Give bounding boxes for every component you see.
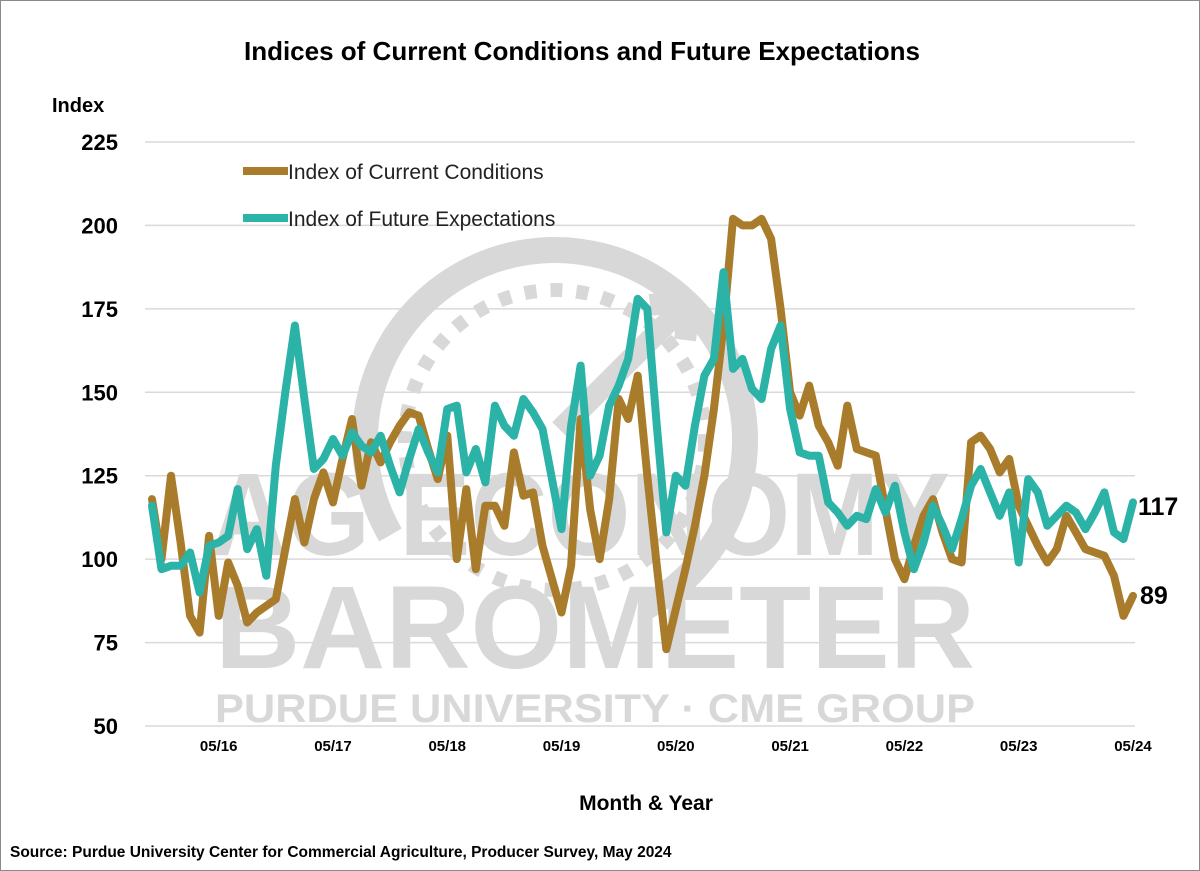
y-axis-ticks: 50 75 100 125 150 175 200 225 bbox=[81, 130, 118, 739]
y-axis-label: Index bbox=[52, 95, 104, 117]
watermark-line2: BAROMETER bbox=[215, 562, 975, 694]
legend-label-future: Index of Future Expectations bbox=[288, 208, 555, 231]
end-label-future: 117 bbox=[1138, 493, 1178, 521]
series-lines bbox=[148, 214, 1137, 654]
x-tick-label: 05/21 bbox=[771, 738, 809, 755]
y-tick-label: 100 bbox=[81, 547, 118, 572]
y-tick-label: 50 bbox=[94, 714, 118, 739]
y-tick-label: 175 bbox=[81, 297, 118, 322]
y-tick-label: 125 bbox=[81, 464, 118, 489]
y-tick-label: 75 bbox=[94, 631, 118, 656]
series-line-future-expectations bbox=[148, 268, 1137, 597]
legend: Index of Current Conditions Index of Fut… bbox=[243, 161, 555, 231]
x-tick-label: 05/20 bbox=[657, 738, 695, 755]
x-tick-label: 05/18 bbox=[428, 738, 466, 755]
x-axis-ticks: 05/16 05/17 05/18 05/19 05/20 05/21 05/22 05/23… bbox=[200, 738, 1153, 755]
x-tick-label: 05/23 bbox=[1000, 738, 1038, 755]
x-tick-label: 05/17 bbox=[314, 738, 352, 755]
legend-label-current: Index of Current Conditions bbox=[288, 161, 544, 184]
x-tick-label: 05/16 bbox=[200, 738, 238, 755]
x-tick-label: 05/24 bbox=[1114, 738, 1152, 755]
y-tick-label: 225 bbox=[81, 130, 118, 155]
end-label-current: 89 bbox=[1140, 582, 1168, 610]
y-tick-label: 150 bbox=[81, 380, 118, 405]
x-tick-label: 05/19 bbox=[543, 738, 581, 755]
x-tick-label: 05/22 bbox=[886, 738, 924, 755]
y-tick-label: 200 bbox=[81, 213, 118, 238]
chart-title: Indices of Current Conditions and Future… bbox=[244, 36, 920, 66]
source-note: Source: Purdue University Center for Com… bbox=[10, 844, 672, 861]
series-line-current-conditions bbox=[148, 214, 1137, 654]
x-axis-label: Month & Year bbox=[579, 792, 713, 815]
watermark-line3: PURDUE UNIVERSITY · CME GROUP bbox=[215, 687, 975, 731]
